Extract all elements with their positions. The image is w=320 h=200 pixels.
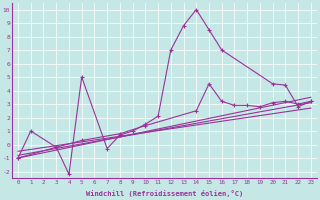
X-axis label: Windchill (Refroidissement éolien,°C): Windchill (Refroidissement éolien,°C) xyxy=(86,190,243,197)
